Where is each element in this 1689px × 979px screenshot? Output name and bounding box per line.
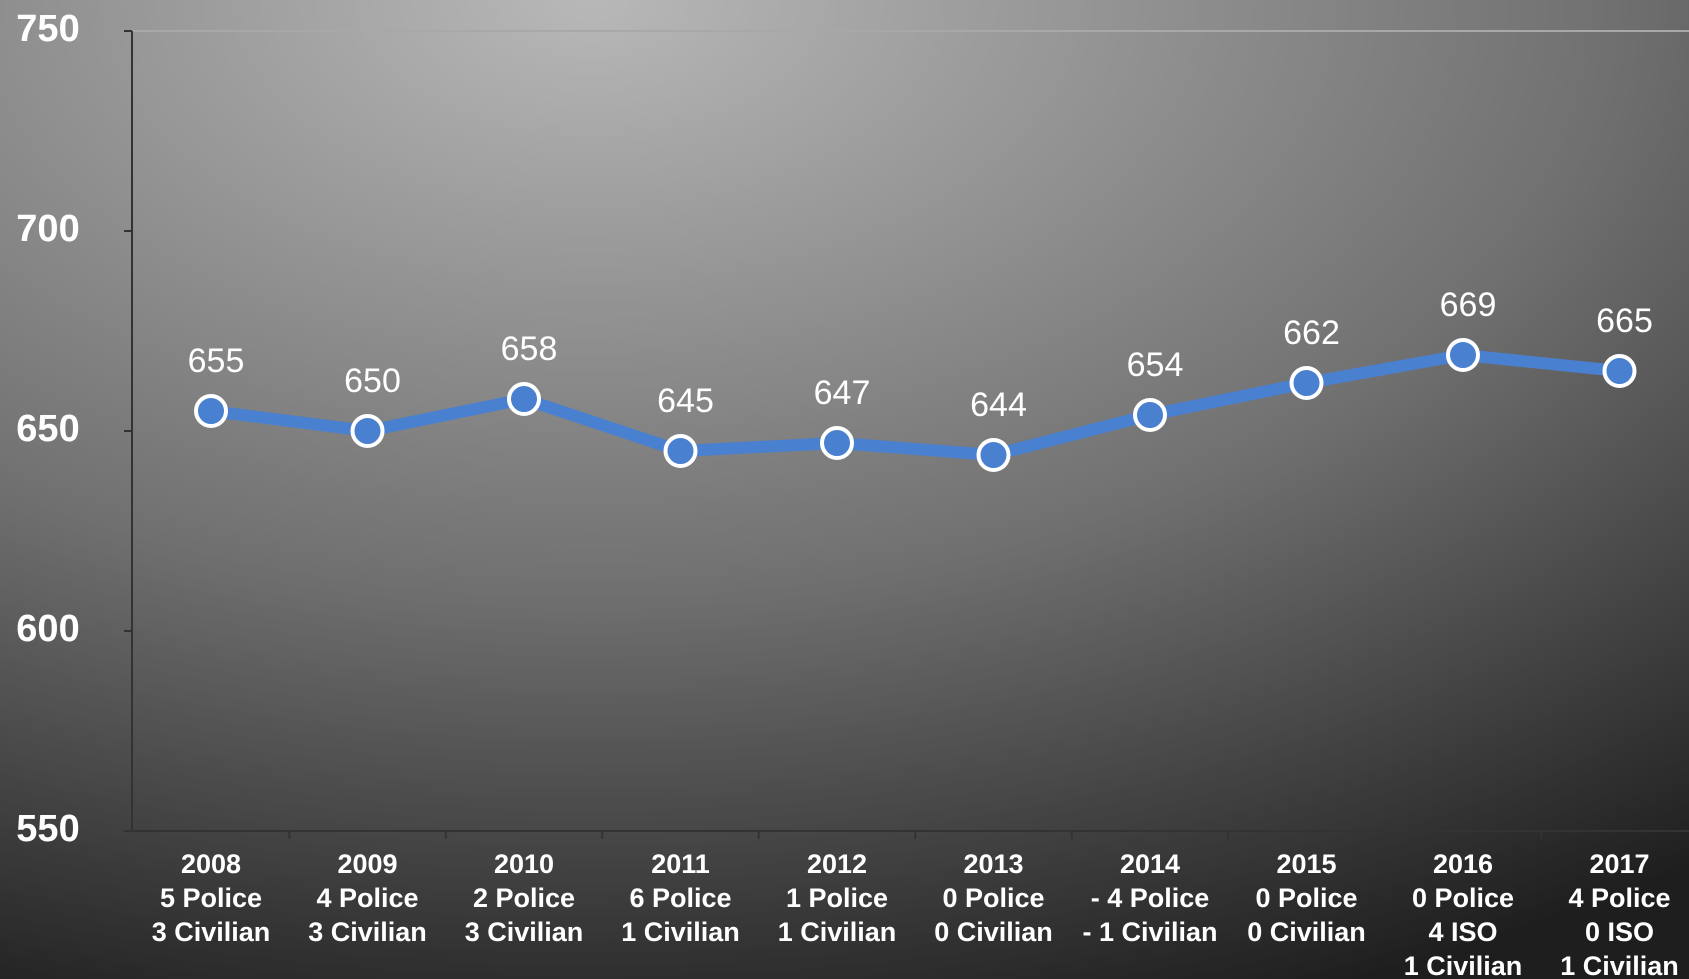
x-tick-label: 2015 — [1276, 849, 1336, 879]
data-label: 650 — [344, 362, 401, 400]
x-tick-label: 2008 — [181, 849, 241, 879]
x-tick-label: 2010 — [494, 849, 554, 879]
x-tick-label: 0 Police — [1412, 883, 1514, 913]
x-tick-label: 4 Police — [1568, 883, 1670, 913]
x-tick-label: 0 Police — [942, 883, 1044, 913]
data-point — [194, 394, 228, 428]
x-tick-label: 1 Civilian — [1404, 951, 1523, 979]
data-point — [507, 382, 541, 416]
data-label: 654 — [1127, 346, 1184, 384]
x-tick-label: 1 Civilian — [778, 917, 897, 947]
data-point — [1289, 366, 1324, 400]
x-tick-label: 2017 — [1589, 849, 1649, 879]
x-tick-label: 0 Police — [1255, 883, 1357, 913]
x-tick-label: 5 Police — [160, 883, 262, 913]
x-tick-label: 0 Civilian — [1247, 917, 1366, 947]
x-tick-label: 1 Police — [786, 883, 888, 913]
x-tick-label: 4 Police — [316, 883, 418, 913]
y-tick-label: 600 — [16, 608, 79, 650]
x-tick-label: 4 ISO — [1428, 917, 1497, 947]
x-tick-label: 0 Civilian — [934, 917, 1053, 947]
x-tick-label: 2014 — [1120, 849, 1180, 879]
x-tick-label: 3 Civilian — [465, 917, 584, 947]
data-label: 647 — [814, 374, 871, 412]
data-point — [1133, 398, 1167, 432]
x-tick-label: 1 Civilian — [1560, 951, 1679, 979]
x-tick-label: - 1 Civilian — [1082, 917, 1217, 947]
data-label: 669 — [1440, 286, 1497, 324]
data-label: 665 — [1596, 302, 1653, 340]
data-label: 655 — [188, 342, 245, 380]
x-tick-label: 3 Civilian — [152, 917, 271, 947]
x-tick-label: 0 ISO — [1585, 917, 1654, 947]
data-point — [1602, 354, 1637, 388]
x-tick-label: 2016 — [1433, 849, 1493, 879]
data-point — [976, 438, 1011, 472]
data-point — [350, 414, 385, 448]
y-tick-label: 650 — [16, 408, 79, 450]
data-label: 645 — [657, 382, 714, 420]
data-label: 662 — [1283, 314, 1340, 352]
y-tick-label: 700 — [16, 208, 79, 250]
data-label: 658 — [501, 330, 558, 368]
x-tick-label: 2009 — [337, 849, 397, 879]
x-tick-label: 3 Civilian — [308, 917, 427, 947]
data-label: 644 — [970, 386, 1027, 424]
data-point — [663, 434, 698, 468]
y-tick-label: 550 — [16, 808, 79, 850]
x-tick-label: 2 Police — [473, 883, 575, 913]
x-tick-label: 2013 — [963, 849, 1023, 879]
x-tick-label: 1 Civilian — [621, 917, 740, 947]
data-point — [820, 426, 854, 460]
data-line — [210, 349, 1621, 461]
x-tick-label: 2011 — [651, 849, 710, 879]
x-tick-label: 2012 — [807, 849, 867, 879]
data-point — [1446, 338, 1480, 372]
x-tick-label: - 4 Police — [1091, 883, 1210, 913]
y-tick-label: 750 — [16, 8, 79, 50]
x-tick-label: 6 Police — [629, 883, 731, 913]
